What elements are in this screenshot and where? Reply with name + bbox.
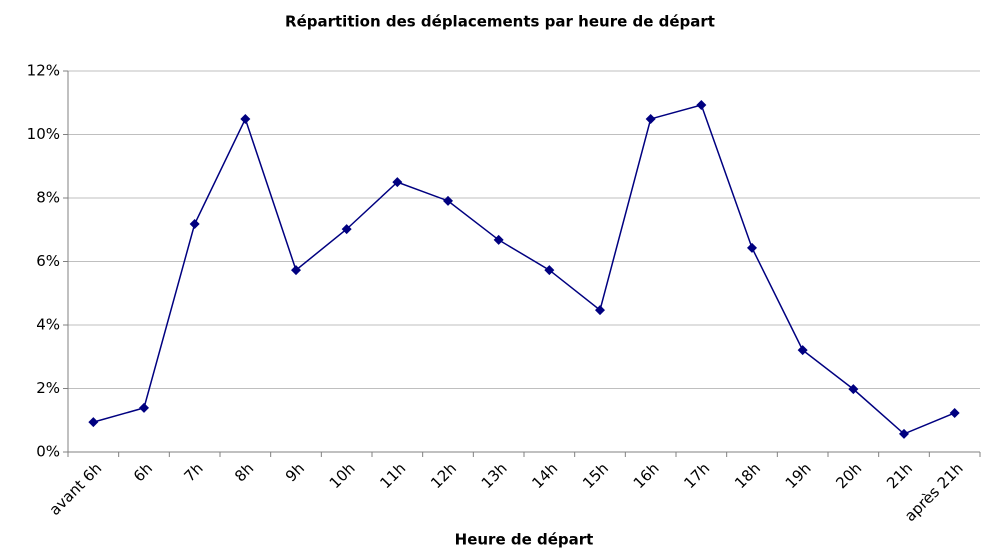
x-tick-label: 15h — [579, 459, 612, 492]
x-tick-label: 16h — [630, 459, 663, 492]
marker — [291, 265, 301, 276]
x-tick-label: 11h — [376, 459, 409, 492]
x-tick-label: 21h — [883, 459, 916, 492]
marker — [645, 113, 656, 124]
x-tick-label: 10h — [326, 459, 359, 492]
x-tick-label: avant 6h — [46, 459, 106, 519]
x-tick-label: 17h — [680, 459, 713, 492]
x-tick-label: 9h — [282, 459, 308, 485]
marker — [899, 428, 909, 439]
x-tick-label: 14h — [528, 459, 561, 492]
x-tick-label: 13h — [478, 459, 511, 492]
x-tick-label: 19h — [782, 459, 815, 492]
marker — [88, 417, 99, 428]
marker — [443, 195, 453, 206]
y-tick-label: 4% — [36, 316, 60, 334]
marker — [392, 177, 403, 188]
x-tick-label: 6h — [130, 459, 156, 485]
marker — [544, 265, 555, 276]
y-tick-label: 8% — [36, 189, 60, 207]
y-tick-label: 0% — [36, 443, 60, 461]
x-tick-label: 12h — [427, 459, 460, 492]
marker — [493, 234, 504, 245]
marker — [696, 99, 707, 110]
marker — [595, 305, 605, 316]
marker — [797, 345, 808, 356]
x-tick-label: 20h — [832, 459, 865, 492]
x-tick-label: 18h — [731, 459, 764, 492]
x-axis-title: Heure de départ — [455, 531, 594, 549]
marker — [139, 402, 149, 413]
marker — [949, 407, 960, 418]
x-tick-label: 7h — [180, 459, 206, 485]
chart-title: Répartition des déplacements par heure d… — [285, 13, 715, 31]
y-tick-label: 2% — [36, 379, 60, 397]
series-line — [93, 104, 955, 435]
x-tick-label: 8h — [231, 459, 257, 485]
y-tick-label: 10% — [27, 125, 60, 143]
marker — [189, 219, 200, 230]
marker — [848, 384, 859, 395]
marker — [341, 224, 352, 235]
y-tick-label: 12% — [27, 62, 60, 80]
marker — [240, 113, 251, 124]
marker — [747, 242, 757, 253]
y-tick-label: 6% — [36, 252, 60, 270]
